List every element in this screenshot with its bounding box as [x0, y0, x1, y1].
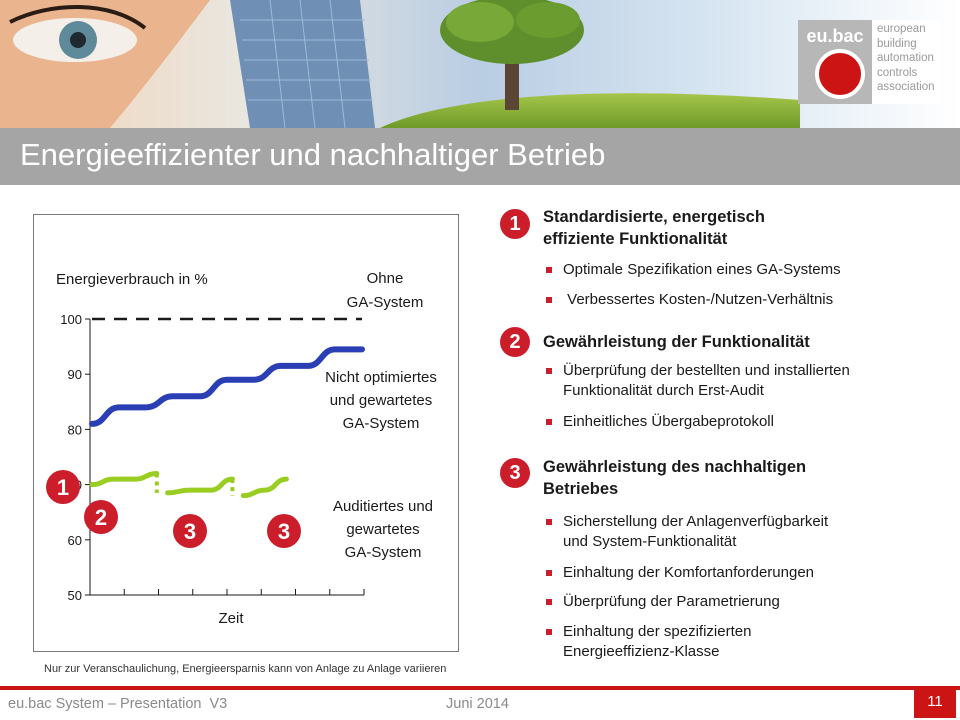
section-3-bullet-4: Einhaltung der spezifizierten Energieeffi…	[543, 622, 751, 662]
section-3-bullet-1: Sicherstellung der Anlagenverfügbarkeit u…	[543, 512, 828, 552]
title-bar	[0, 128, 960, 185]
bullet-text: Optimale Spezifikation eines GA-Systems	[563, 261, 841, 278]
section-2-bullet-2: Einheitliches Übergabeprotokoll	[543, 412, 774, 432]
section-2-bullet-1: Überprüfung der bestellten und installie…	[543, 361, 850, 401]
series-nicht-optimiert	[89, 346, 365, 427]
label-audit-line2: gewartetes	[346, 521, 419, 538]
chart-marker-3a: 3	[173, 514, 207, 548]
y-axis-label: Energieverbrauch in %	[56, 271, 208, 288]
section-3-bullet-3: Überprüfung der Parametrierung	[543, 592, 780, 612]
bullet-square-icon	[546, 570, 552, 576]
bullet-square-icon	[546, 599, 552, 605]
section-3-bullet-2: Einhaltung der Komfortanforderungen	[543, 563, 814, 583]
bullet-square-icon	[546, 419, 552, 425]
label-audit-line3: GA-System	[345, 544, 422, 561]
bullet-text: Energieeffizienz-Klasse	[563, 643, 720, 660]
label-nicht-line1: Nicht optimiertes	[325, 369, 437, 386]
label-ohne-line1: Ohne	[367, 270, 404, 287]
section-3-title: Gewährleistung des nachhaltigen Betriebe…	[543, 456, 806, 500]
audit-segment	[165, 476, 235, 496]
logo-line: automation	[877, 52, 934, 64]
marker-2-label: 2	[95, 505, 107, 530]
chart-frame: Energieverbrauch in % Zeit 1009080706050…	[33, 214, 459, 652]
bullet-text: Einheitliches Übergabeprotokoll	[563, 413, 774, 430]
section-2-title: Gewährleistung der Funktionalität	[543, 331, 810, 353]
chart-marker-2: 2	[84, 500, 118, 534]
chart-marker-1: 1	[46, 470, 80, 504]
label-audit-line1: Auditiertes und	[333, 498, 433, 515]
footer-date: Juni 2014	[446, 696, 509, 712]
y-ticks: 1009080706050	[60, 312, 90, 603]
section-3-title-line: Gewährleistung des nachhaltigen	[543, 458, 807, 476]
bullet-text: Einhaltung der Komfortanforderungen	[563, 564, 815, 581]
y-tick-label: 50	[68, 588, 82, 603]
footnote: Nur zur Veranschaulichung, Energieerspar…	[44, 663, 447, 675]
marker-3b-label: 3	[278, 519, 290, 544]
bullet-square-icon	[546, 368, 552, 374]
slide-title: Energieeffizienter und nachhaltiger Betr…	[20, 137, 606, 172]
y-tick-label: 100	[60, 312, 82, 327]
logo-line: european	[877, 23, 926, 35]
section-1-bullet-2: Verbessertes Kosten-/Nutzen-Verhältnis	[543, 290, 833, 310]
bullet-text: und System-Funktionalität	[563, 533, 737, 550]
footer-line	[0, 686, 960, 690]
y-tick-label: 90	[68, 367, 82, 382]
y-tick-label: 60	[68, 533, 82, 548]
bullet-square-icon	[546, 519, 552, 525]
series-auditiert	[89, 471, 289, 499]
label-nicht-line2: und gewartetes	[330, 392, 433, 409]
marker-1-label: 1	[57, 475, 69, 500]
audit-segment	[240, 476, 289, 499]
y-tick-label: 80	[68, 422, 82, 437]
logo-line: controls	[877, 66, 918, 79]
page-number: 11	[914, 688, 956, 718]
logo-line: building	[877, 37, 917, 50]
bullet-text: Funktionalität durch Erst-Audit	[563, 382, 764, 399]
bullet-text: Überprüfung der bestellten und installie…	[563, 362, 850, 379]
section-2-title-line: Gewährleistung der Funktionalität	[543, 333, 810, 351]
bullet-text: Überprüfung der Parametrierung	[563, 593, 780, 610]
x-axis-label: Zeit	[218, 610, 244, 627]
bullet-square-icon	[546, 297, 552, 303]
logo-text: european building automation controls as…	[877, 22, 935, 95]
bullet-text: Verbessertes Kosten-/Nutzen-Verhältnis	[563, 291, 834, 308]
section-3-title-line: Betriebes	[543, 480, 619, 498]
label-nicht-line3: GA-System	[343, 415, 420, 432]
label-ohne-line2: GA-System	[347, 294, 424, 311]
audit-segment	[89, 471, 160, 488]
section-1-title-line: Standardisierte, energetisch	[543, 208, 765, 226]
section-2-badge: 2	[500, 327, 530, 357]
logo-label: eu.bac	[806, 26, 864, 46]
marker-3a-label: 3	[184, 519, 196, 544]
energy-chart: Energieverbrauch in % Zeit 1009080706050…	[46, 270, 437, 627]
section-1-title: Standardisierte, energetisch effiziente …	[543, 206, 765, 250]
bullet-text: Sicherstellung der Anlagenverfügbarkeit	[563, 513, 829, 530]
x-ticks	[123, 589, 365, 595]
logo-circle-icon	[815, 49, 865, 99]
bullet-text: Einhaltung der spezifizierten	[563, 623, 752, 640]
footer-presentation-label: eu.bac System – Presentation V3	[8, 696, 228, 712]
bullet-square-icon	[546, 267, 552, 273]
chart-marker-3b: 3	[267, 514, 301, 548]
section-1-title-line: effiziente Funktionalität	[543, 230, 728, 248]
section-1-badge: 1	[500, 209, 530, 239]
section-1-bullet-1: Optimale Spezifikation eines GA-Systems	[543, 260, 841, 280]
section-3-badge: 3	[500, 458, 530, 488]
logo-line: association	[877, 81, 935, 93]
bullet-square-icon	[546, 629, 552, 635]
